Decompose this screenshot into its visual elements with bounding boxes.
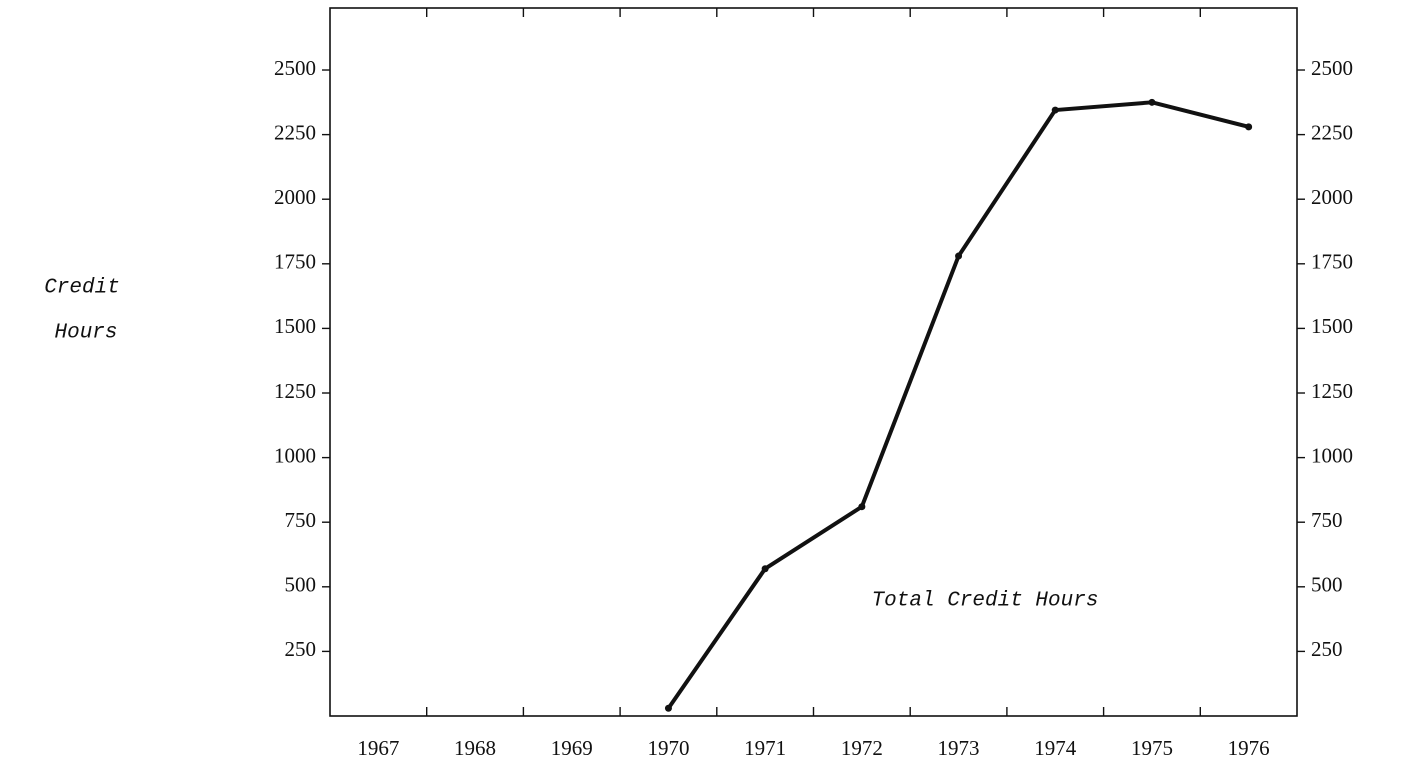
x-tick-label: 1976 bbox=[1228, 736, 1270, 760]
data-point bbox=[664, 704, 672, 712]
series-annotation: Total Credit Hours bbox=[872, 590, 1099, 613]
y-tick-label: 2250 bbox=[274, 120, 316, 144]
x-tick-label: 1969 bbox=[551, 736, 593, 760]
x-tick-label: 1974 bbox=[1034, 736, 1077, 760]
y-axis-label: Credit bbox=[44, 277, 120, 300]
data-point bbox=[1148, 98, 1156, 106]
y-axis-label: Hours bbox=[54, 322, 117, 345]
data-point bbox=[858, 503, 866, 511]
x-tick-label: 1970 bbox=[647, 736, 689, 760]
y-tick-label: 1500 bbox=[274, 314, 316, 338]
y2-tick-label: 250 bbox=[1311, 637, 1343, 661]
y2-tick-label: 1500 bbox=[1311, 314, 1353, 338]
data-point bbox=[1051, 106, 1059, 114]
x-tick-label: 1967 bbox=[357, 736, 399, 760]
y2-tick-label: 750 bbox=[1311, 508, 1343, 532]
plot-frame bbox=[329, 7, 1298, 717]
x-tick-label: 1973 bbox=[938, 736, 980, 760]
y-tick-label: 1000 bbox=[274, 443, 316, 467]
y2-tick-label: 2250 bbox=[1311, 120, 1353, 144]
y-tick-label: 750 bbox=[285, 508, 317, 532]
y2-tick-label: 1750 bbox=[1311, 250, 1353, 274]
x-tick-label: 1972 bbox=[841, 736, 883, 760]
y-tick-label: 1250 bbox=[274, 379, 316, 403]
data-point bbox=[1245, 123, 1253, 131]
y-tick-label: 2500 bbox=[274, 56, 316, 80]
data-point bbox=[761, 565, 769, 573]
y2-tick-label: 1000 bbox=[1311, 443, 1353, 467]
y-tick-label: 2000 bbox=[274, 185, 316, 209]
data-point bbox=[955, 252, 963, 260]
y2-tick-label: 2000 bbox=[1311, 185, 1353, 209]
series-line bbox=[666, 100, 1251, 711]
y2-tick-label: 1250 bbox=[1311, 379, 1353, 403]
x-tick-label: 1975 bbox=[1131, 736, 1173, 760]
y2-tick-label: 500 bbox=[1311, 573, 1343, 597]
y-tick-label: 1750 bbox=[274, 250, 316, 274]
y2-tick-label: 2500 bbox=[1311, 56, 1353, 80]
y-tick-label: 250 bbox=[285, 637, 317, 661]
x-tick-label: 1968 bbox=[454, 736, 496, 760]
y-tick-label: 500 bbox=[285, 573, 317, 597]
x-tick-label: 1971 bbox=[744, 736, 786, 760]
